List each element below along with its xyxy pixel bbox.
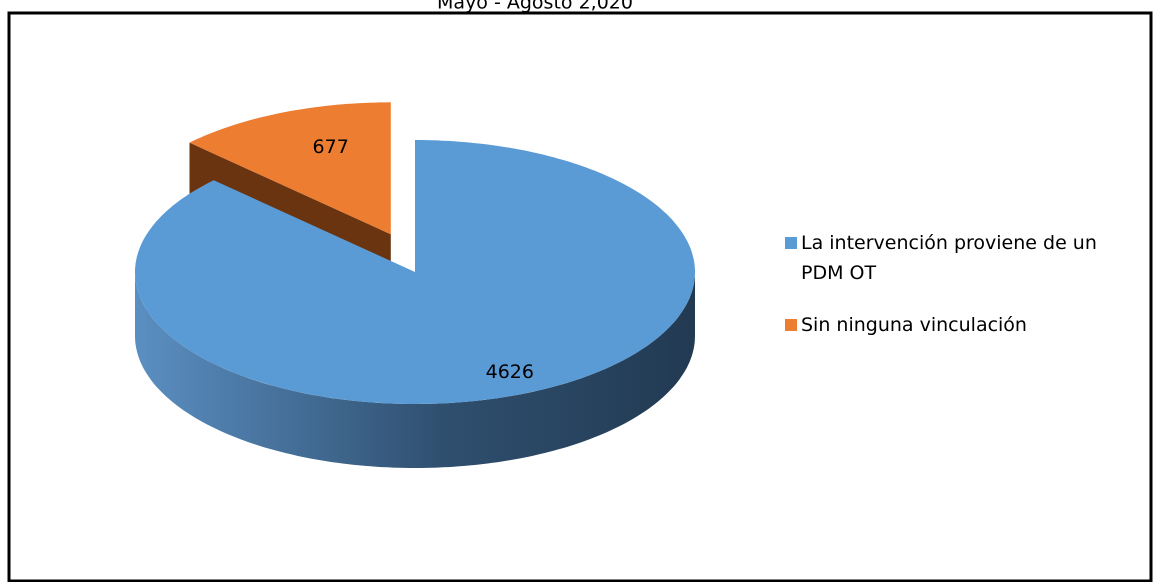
- legend-item: La intervención proviene de un PDM OT: [785, 228, 1145, 288]
- slice-side: [135, 272, 695, 468]
- data-label: 677: [313, 136, 349, 158]
- legend-swatch: [785, 319, 797, 331]
- legend-label: Sin ninguna vinculación: [801, 314, 1027, 336]
- legend-swatch: [785, 237, 797, 249]
- legend-item: Sin ninguna vinculación: [785, 310, 1145, 340]
- slice: [189, 102, 391, 235]
- chart-title: Mayo - Agosto 2,020: [437, 0, 633, 14]
- chart-border: [7, 11, 1153, 582]
- pie: [135, 102, 695, 468]
- data-labels: 677 4626: [313, 136, 534, 383]
- legend-label: La intervención proviene de un PDM OT: [801, 232, 1097, 284]
- slice: [135, 140, 695, 404]
- data-label: 4626: [486, 361, 534, 383]
